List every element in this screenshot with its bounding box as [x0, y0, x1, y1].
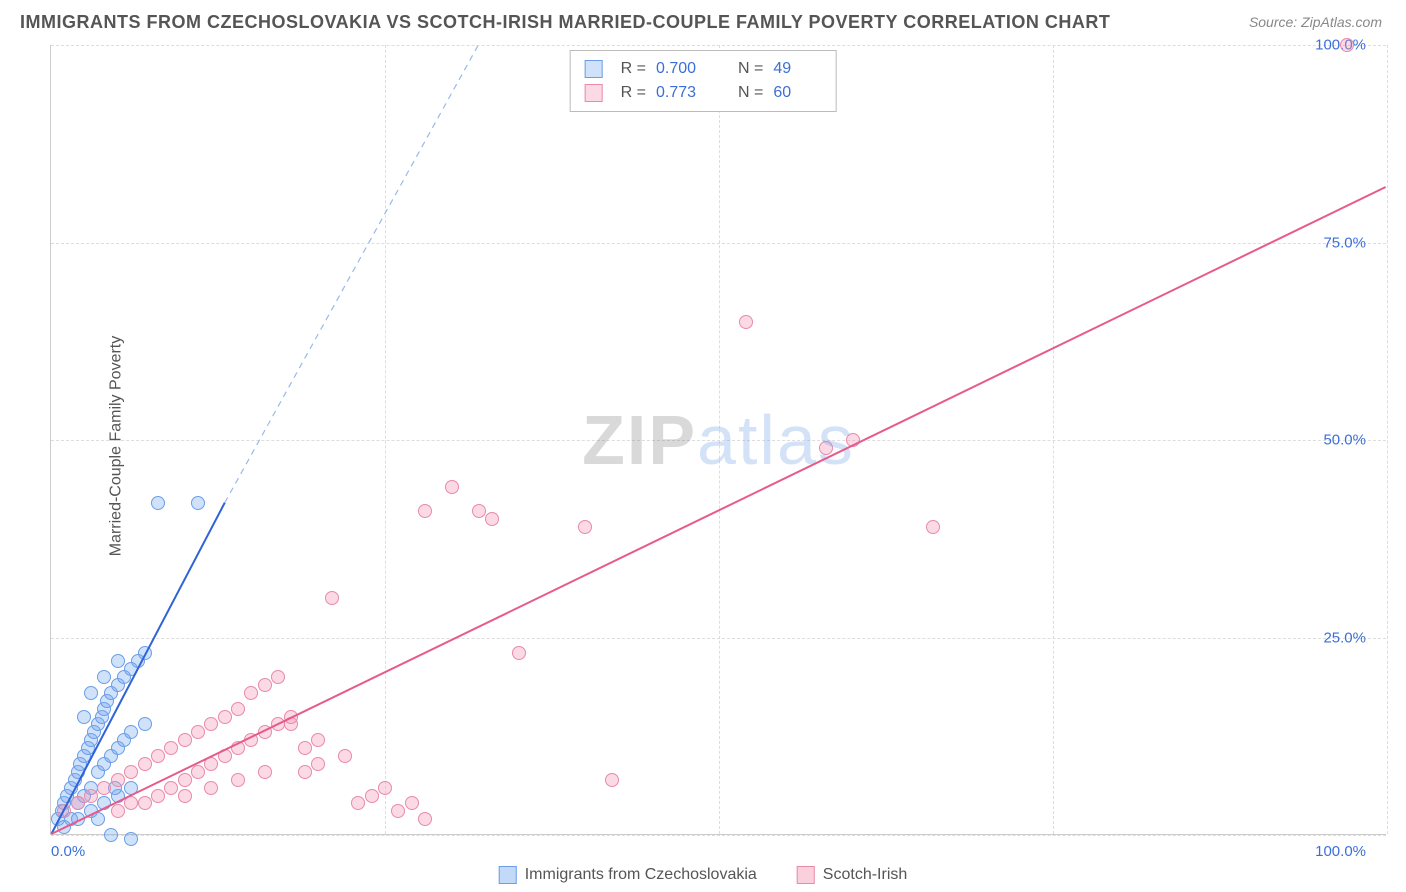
source-attribution: Source: ZipAtlas.com — [1249, 14, 1382, 30]
legend-label: Scotch-Irish — [823, 866, 907, 883]
bottom-legend: Immigrants from Czechoslovakia Scotch-Iri… — [491, 864, 916, 886]
legend-item: Scotch-Irish — [797, 866, 907, 884]
legend-swatch — [797, 866, 815, 884]
legend-item: Immigrants from Czechoslovakia — [499, 866, 757, 884]
regression-line — [51, 187, 1385, 834]
legend-swatch — [585, 60, 603, 78]
scatter-point — [124, 832, 138, 846]
chart-title: IMMIGRANTS FROM CZECHOSLOVAKIA VS SCOTCH… — [20, 12, 1110, 33]
legend-swatch — [585, 84, 603, 102]
stats-legend-row: R = 0.700N = 49 — [585, 57, 822, 81]
regression-line — [225, 45, 479, 503]
stats-legend-row: R = 0.773N = 60 — [585, 81, 822, 105]
gridline-h — [51, 835, 1386, 836]
scatter-plot-area: ZIPatlas 25.0%50.0%75.0%100.0%0.0%100.0% — [50, 45, 1386, 835]
x-tick-label: 0.0% — [51, 843, 85, 860]
legend-swatch — [499, 866, 517, 884]
stats-legend: R = 0.700N = 49R = 0.773N = 60 — [570, 50, 837, 112]
regression-line — [51, 503, 224, 834]
x-tick-label: 100.0% — [1315, 843, 1366, 860]
legend-label: Immigrants from Czechoslovakia — [525, 866, 757, 883]
gridline-v — [1387, 45, 1388, 834]
regression-lines-svg — [51, 45, 1386, 834]
